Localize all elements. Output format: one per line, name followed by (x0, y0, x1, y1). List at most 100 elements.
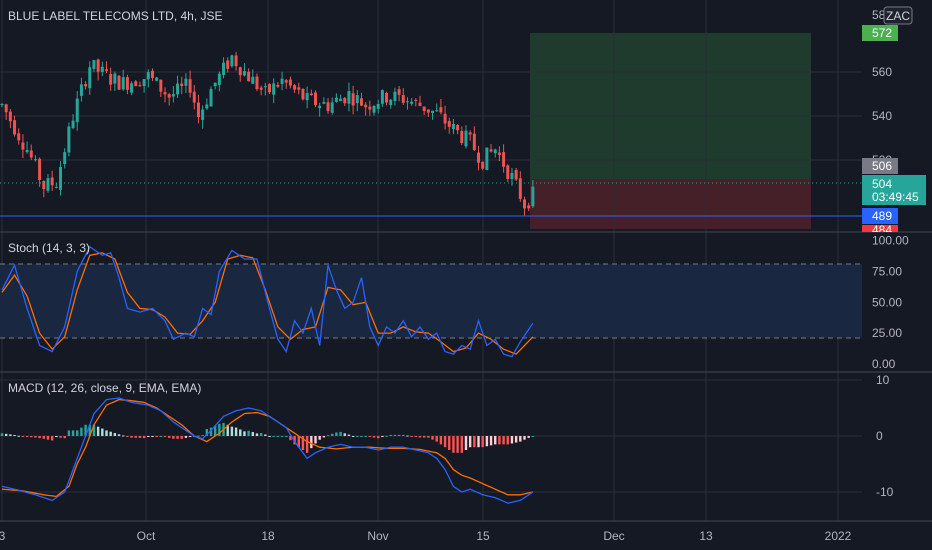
candle-body (75, 98, 79, 123)
macd-hist-bar (9, 434, 12, 436)
entry-price-tag: 506 (862, 158, 898, 174)
candle-body (238, 67, 242, 76)
macd-hist-bar (80, 427, 83, 436)
target-price-tag: 572 (862, 25, 898, 41)
macd-hist-bar (418, 436, 422, 438)
macd-hist-bar (410, 436, 413, 437)
macd-hist-bar (347, 434, 351, 436)
macd-hist-bar (351, 436, 355, 437)
candle-body (113, 73, 117, 84)
macd-hist-bar (326, 435, 330, 437)
macd-hist-bar (360, 436, 363, 437)
currency-badge[interactable]: ZAC (883, 6, 913, 25)
candle-body (372, 105, 376, 113)
macd-hist-bar (21, 436, 25, 437)
candle-body (355, 95, 359, 104)
macd-hist-bar (502, 436, 505, 445)
macd-hist-bar (30, 436, 33, 438)
macd-hist-bar (159, 436, 163, 437)
candle-body (527, 205, 531, 209)
macd-hist-bar (122, 435, 125, 437)
macd-hist-bar (452, 436, 455, 453)
macd-hist-bar (218, 423, 221, 436)
candle-body (280, 78, 284, 84)
candle-body (255, 76, 259, 90)
candle-body (422, 106, 426, 112)
candle-body (477, 152, 481, 163)
macd-hist-bar (431, 436, 434, 440)
stoch-tick-label: 0.00 (872, 357, 896, 371)
candle-body (497, 152, 501, 156)
macd-hist-bar (485, 436, 489, 447)
macd-hist-bar (393, 434, 397, 436)
stoch-tick-label: 75.00 (872, 264, 902, 278)
candle-body (272, 83, 276, 95)
stop-zone[interactable] (530, 179, 811, 229)
macd-hist-bar (322, 436, 326, 438)
candle-body (314, 92, 317, 106)
macd-hist-bar (17, 435, 20, 437)
candle-body (468, 132, 472, 135)
candle-body (213, 82, 217, 87)
candle-body (50, 177, 54, 186)
candle-body (21, 142, 25, 150)
candle-body (276, 84, 280, 87)
macd-hist-bar (88, 424, 91, 436)
macd-hist-bar (109, 431, 112, 436)
candle-body (397, 89, 401, 95)
candle-body (196, 102, 200, 117)
macd-hist-bar (435, 436, 438, 442)
macd-hist-bar (197, 435, 200, 437)
macd-hist-bar (356, 436, 359, 437)
candle-body (414, 99, 418, 101)
candle-body (351, 93, 355, 106)
macd-hist-bar (239, 429, 242, 436)
candle-body (142, 79, 146, 87)
candle-body (67, 126, 71, 153)
candle-body (25, 149, 29, 153)
macd-hist-bar (234, 427, 238, 436)
candle-body (401, 95, 405, 103)
time-tick-label: 3 (0, 529, 6, 543)
macd-hist-bar (243, 431, 246, 436)
macd-hist-bar (142, 436, 146, 439)
target-price-label: 572 (872, 26, 892, 40)
grid-lines (0, 0, 862, 521)
time-tick-label: 13 (699, 529, 713, 543)
macd-hist-bar (138, 436, 142, 438)
macd-hist-bar (310, 436, 313, 449)
candle-body (100, 66, 104, 73)
stoch-band (0, 264, 862, 338)
candle-body (242, 71, 246, 76)
macd-hist-bar (63, 436, 66, 439)
macd-hist-bar (180, 436, 183, 439)
macd-hist-bar (460, 436, 463, 453)
candle-body (518, 178, 522, 199)
time-tick-label: 18 (261, 529, 275, 543)
macd-hist-bar (184, 436, 188, 438)
target-zone[interactable] (530, 33, 811, 179)
candle-body (71, 120, 75, 129)
macd-hist-bar (305, 436, 309, 453)
macd-hist-bar (67, 430, 71, 436)
macd-hist-bar (84, 424, 87, 436)
macd-hist-bar (113, 433, 117, 436)
candle-body (63, 152, 67, 165)
candle-body (322, 102, 326, 104)
macd-hist-bar (268, 436, 271, 437)
stop-price-label: 484 (872, 223, 892, 237)
macd-hist-bar (247, 430, 250, 436)
macd-hist-bar (414, 436, 418, 437)
candle-body (184, 78, 188, 86)
candle-body (359, 98, 363, 106)
macd-hist-bar (117, 434, 121, 436)
macd-hist-bar (468, 436, 472, 448)
candlestick-series (0, 51, 535, 217)
candle-body (506, 165, 510, 179)
macd-hist-bar (285, 436, 288, 437)
candle-body (410, 101, 414, 104)
macd-hist-bar (272, 436, 275, 437)
macd-hist-bar (377, 436, 380, 439)
macd-hist-bar (339, 431, 342, 436)
